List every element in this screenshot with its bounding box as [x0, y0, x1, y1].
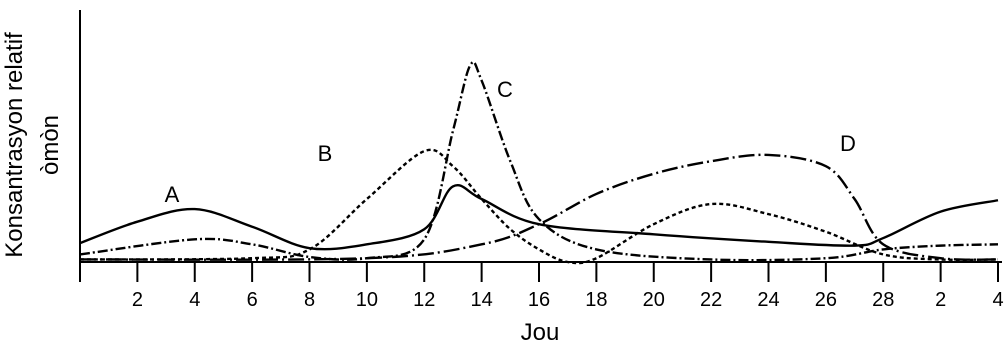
x-tick-label: 8 [304, 289, 315, 311]
x-tick-label: 18 [585, 289, 607, 311]
hormone-curve [79, 60, 999, 262]
y-label-line: òmòn [37, 115, 64, 175]
x-tick-label: 2 [132, 289, 143, 311]
x-tick-label: 26 [815, 289, 837, 311]
x-tick-label: 12 [413, 289, 435, 311]
curve-label: D [840, 131, 856, 156]
curve-label: A [165, 182, 180, 207]
x-tick-label: 4 [992, 289, 1003, 311]
y-axis-label: Konsantrasyon relatif òmòn [1, 32, 64, 258]
x-tick-label: 24 [757, 289, 779, 311]
hormone-curve [79, 148, 999, 265]
y-label-line: Konsantrasyon relatif [1, 32, 28, 258]
x-tick-label: 20 [643, 289, 665, 311]
x-axis-label: Jou [521, 319, 560, 346]
x-tick-label: 14 [471, 289, 493, 311]
x-tick-label: 16 [528, 289, 550, 311]
x-tick-label: 28 [872, 289, 894, 311]
x-tick-label: 6 [247, 289, 258, 311]
x-tick-label: 22 [700, 289, 722, 311]
x-tick-label: 4 [189, 289, 200, 311]
curve-label: C [497, 77, 513, 102]
x-tick-label: 2 [935, 289, 946, 311]
x-tick-label: 10 [356, 289, 378, 311]
hormone-curve [79, 153, 999, 261]
curve-label: B [318, 141, 333, 166]
hormone-curve [79, 184, 999, 251]
